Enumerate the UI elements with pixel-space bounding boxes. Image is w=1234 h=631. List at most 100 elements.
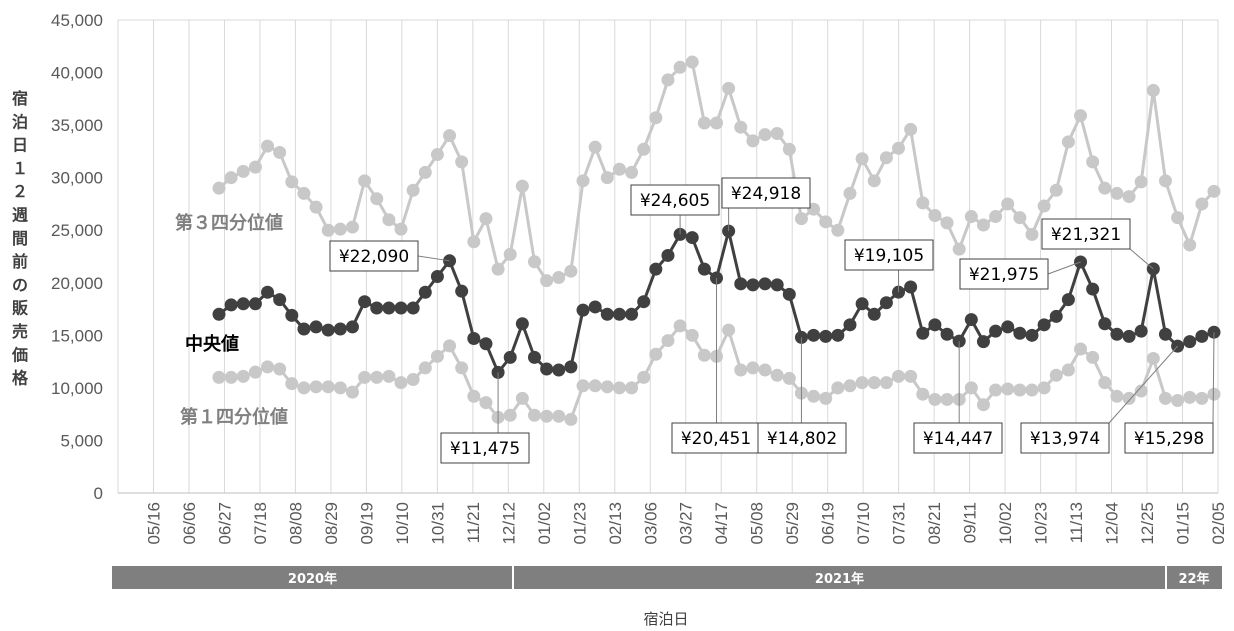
x-tick-label: 03/27 xyxy=(677,502,696,545)
series-point xyxy=(479,396,493,410)
series-point xyxy=(855,376,869,390)
year-band xyxy=(112,566,513,589)
series-point xyxy=(333,381,347,395)
series-point xyxy=(1122,329,1136,343)
series-point xyxy=(964,313,978,327)
series-point xyxy=(819,391,833,405)
callout-box xyxy=(721,177,811,209)
callout-box xyxy=(630,184,720,216)
series-point xyxy=(1183,390,1197,404)
series-point xyxy=(625,381,639,395)
y-tick-label: 40,000 xyxy=(51,64,103,83)
series-point xyxy=(552,271,566,285)
series-point xyxy=(345,320,359,334)
y-tick-label: 25,000 xyxy=(51,221,103,240)
series-point xyxy=(1037,381,1051,395)
series-point xyxy=(758,363,772,377)
series-point xyxy=(261,360,275,374)
series-point xyxy=(1122,190,1136,204)
series-point xyxy=(661,73,675,87)
series-point xyxy=(625,165,639,179)
series-point xyxy=(358,295,372,309)
series-point xyxy=(758,128,772,142)
series-point xyxy=(503,408,517,422)
series-point xyxy=(976,335,990,349)
series-point xyxy=(285,308,299,322)
series-point xyxy=(382,301,396,315)
series-point xyxy=(976,218,990,232)
series-point xyxy=(807,328,821,342)
series-point xyxy=(1001,320,1015,334)
series-point xyxy=(661,334,675,348)
callout-label: ¥20,451 xyxy=(681,429,751,449)
series-point xyxy=(928,318,942,332)
series-point xyxy=(673,60,687,74)
series-point xyxy=(576,379,590,393)
y-tick-label: 45,000 xyxy=(51,11,103,30)
series-point xyxy=(564,264,578,278)
series-point xyxy=(418,361,432,375)
series-point xyxy=(1061,363,1075,377)
series-point xyxy=(261,285,275,299)
series-point xyxy=(746,361,760,375)
series-point xyxy=(382,369,396,383)
series-point xyxy=(649,347,663,361)
callout-label: ¥13,974 xyxy=(1030,429,1100,449)
y-axis-title-char: 格 xyxy=(12,369,29,388)
series-point xyxy=(989,324,1003,338)
series-point xyxy=(297,381,311,395)
series-point xyxy=(430,148,444,162)
series-point xyxy=(1134,175,1148,189)
series-label-q1: 第１四分位値 xyxy=(180,406,288,428)
series-point xyxy=(345,385,359,399)
series-point xyxy=(273,293,287,307)
series-point xyxy=(333,222,347,236)
series-label-q3: 第３四分位値 xyxy=(175,212,283,234)
series-point xyxy=(928,209,942,223)
series-point xyxy=(1086,282,1100,296)
series-point xyxy=(940,392,954,406)
series-point xyxy=(358,174,372,188)
series-point xyxy=(794,212,808,226)
series-point xyxy=(1086,350,1100,364)
series-point xyxy=(1195,197,1209,211)
x-tick-label: 07/10 xyxy=(854,502,873,545)
series-point xyxy=(382,213,396,227)
series-point xyxy=(867,307,881,321)
series-layer xyxy=(212,55,1221,426)
series-point xyxy=(588,379,602,393)
series-point xyxy=(1013,211,1027,225)
series-point xyxy=(515,179,529,193)
series-point xyxy=(394,222,408,236)
series-point xyxy=(1025,328,1039,342)
series-point xyxy=(649,111,663,125)
series-point xyxy=(612,307,626,321)
series-point xyxy=(285,377,299,391)
series-point xyxy=(637,295,651,309)
series-point xyxy=(1013,326,1027,340)
x-tick-label: 02/13 xyxy=(606,502,625,545)
series-point xyxy=(224,171,238,185)
series-point xyxy=(588,300,602,314)
x-tick-label: 08/21 xyxy=(925,502,944,545)
series-point xyxy=(843,379,857,393)
series-point xyxy=(576,303,590,317)
series-label-median: 中央値 xyxy=(185,333,239,355)
callout-leader xyxy=(1129,248,1154,270)
callout-box xyxy=(913,422,1003,454)
series-point xyxy=(236,297,250,311)
series-point xyxy=(867,174,881,188)
series-point xyxy=(273,362,287,376)
year-band xyxy=(513,566,1166,589)
callout-box xyxy=(844,239,934,271)
series-point xyxy=(1195,329,1209,343)
y-axis-title-char: １ xyxy=(12,159,28,178)
y-tick-label: 15,000 xyxy=(51,326,103,345)
x-tick-label: 07/18 xyxy=(251,502,270,545)
callout-label: ¥19,105 xyxy=(854,246,924,266)
series-point xyxy=(612,162,626,176)
series-point xyxy=(309,200,323,214)
x-tick-label: 08/29 xyxy=(322,502,341,545)
y-tick-label: 0 xyxy=(94,484,103,503)
series-point xyxy=(1183,238,1197,252)
